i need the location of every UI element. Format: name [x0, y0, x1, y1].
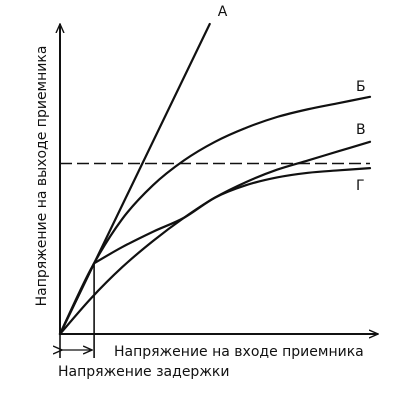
- y-axis-label: Напряжение на выходе приемника: [34, 46, 50, 307]
- series-label-1: А: [218, 4, 228, 20]
- series-line-2: [58, 95, 372, 336]
- x-axis-label: Напряжение на входе приемника: [114, 344, 364, 360]
- chart-marks: А Б В Г: [58, 4, 372, 358]
- series-label-4: Г: [356, 178, 365, 194]
- delay-label: Напряжение задержки: [58, 364, 229, 380]
- series-label-3: В: [356, 122, 366, 138]
- series-label-2: Б: [356, 79, 366, 95]
- series-line-4: [58, 167, 372, 336]
- axes: [60, 24, 378, 334]
